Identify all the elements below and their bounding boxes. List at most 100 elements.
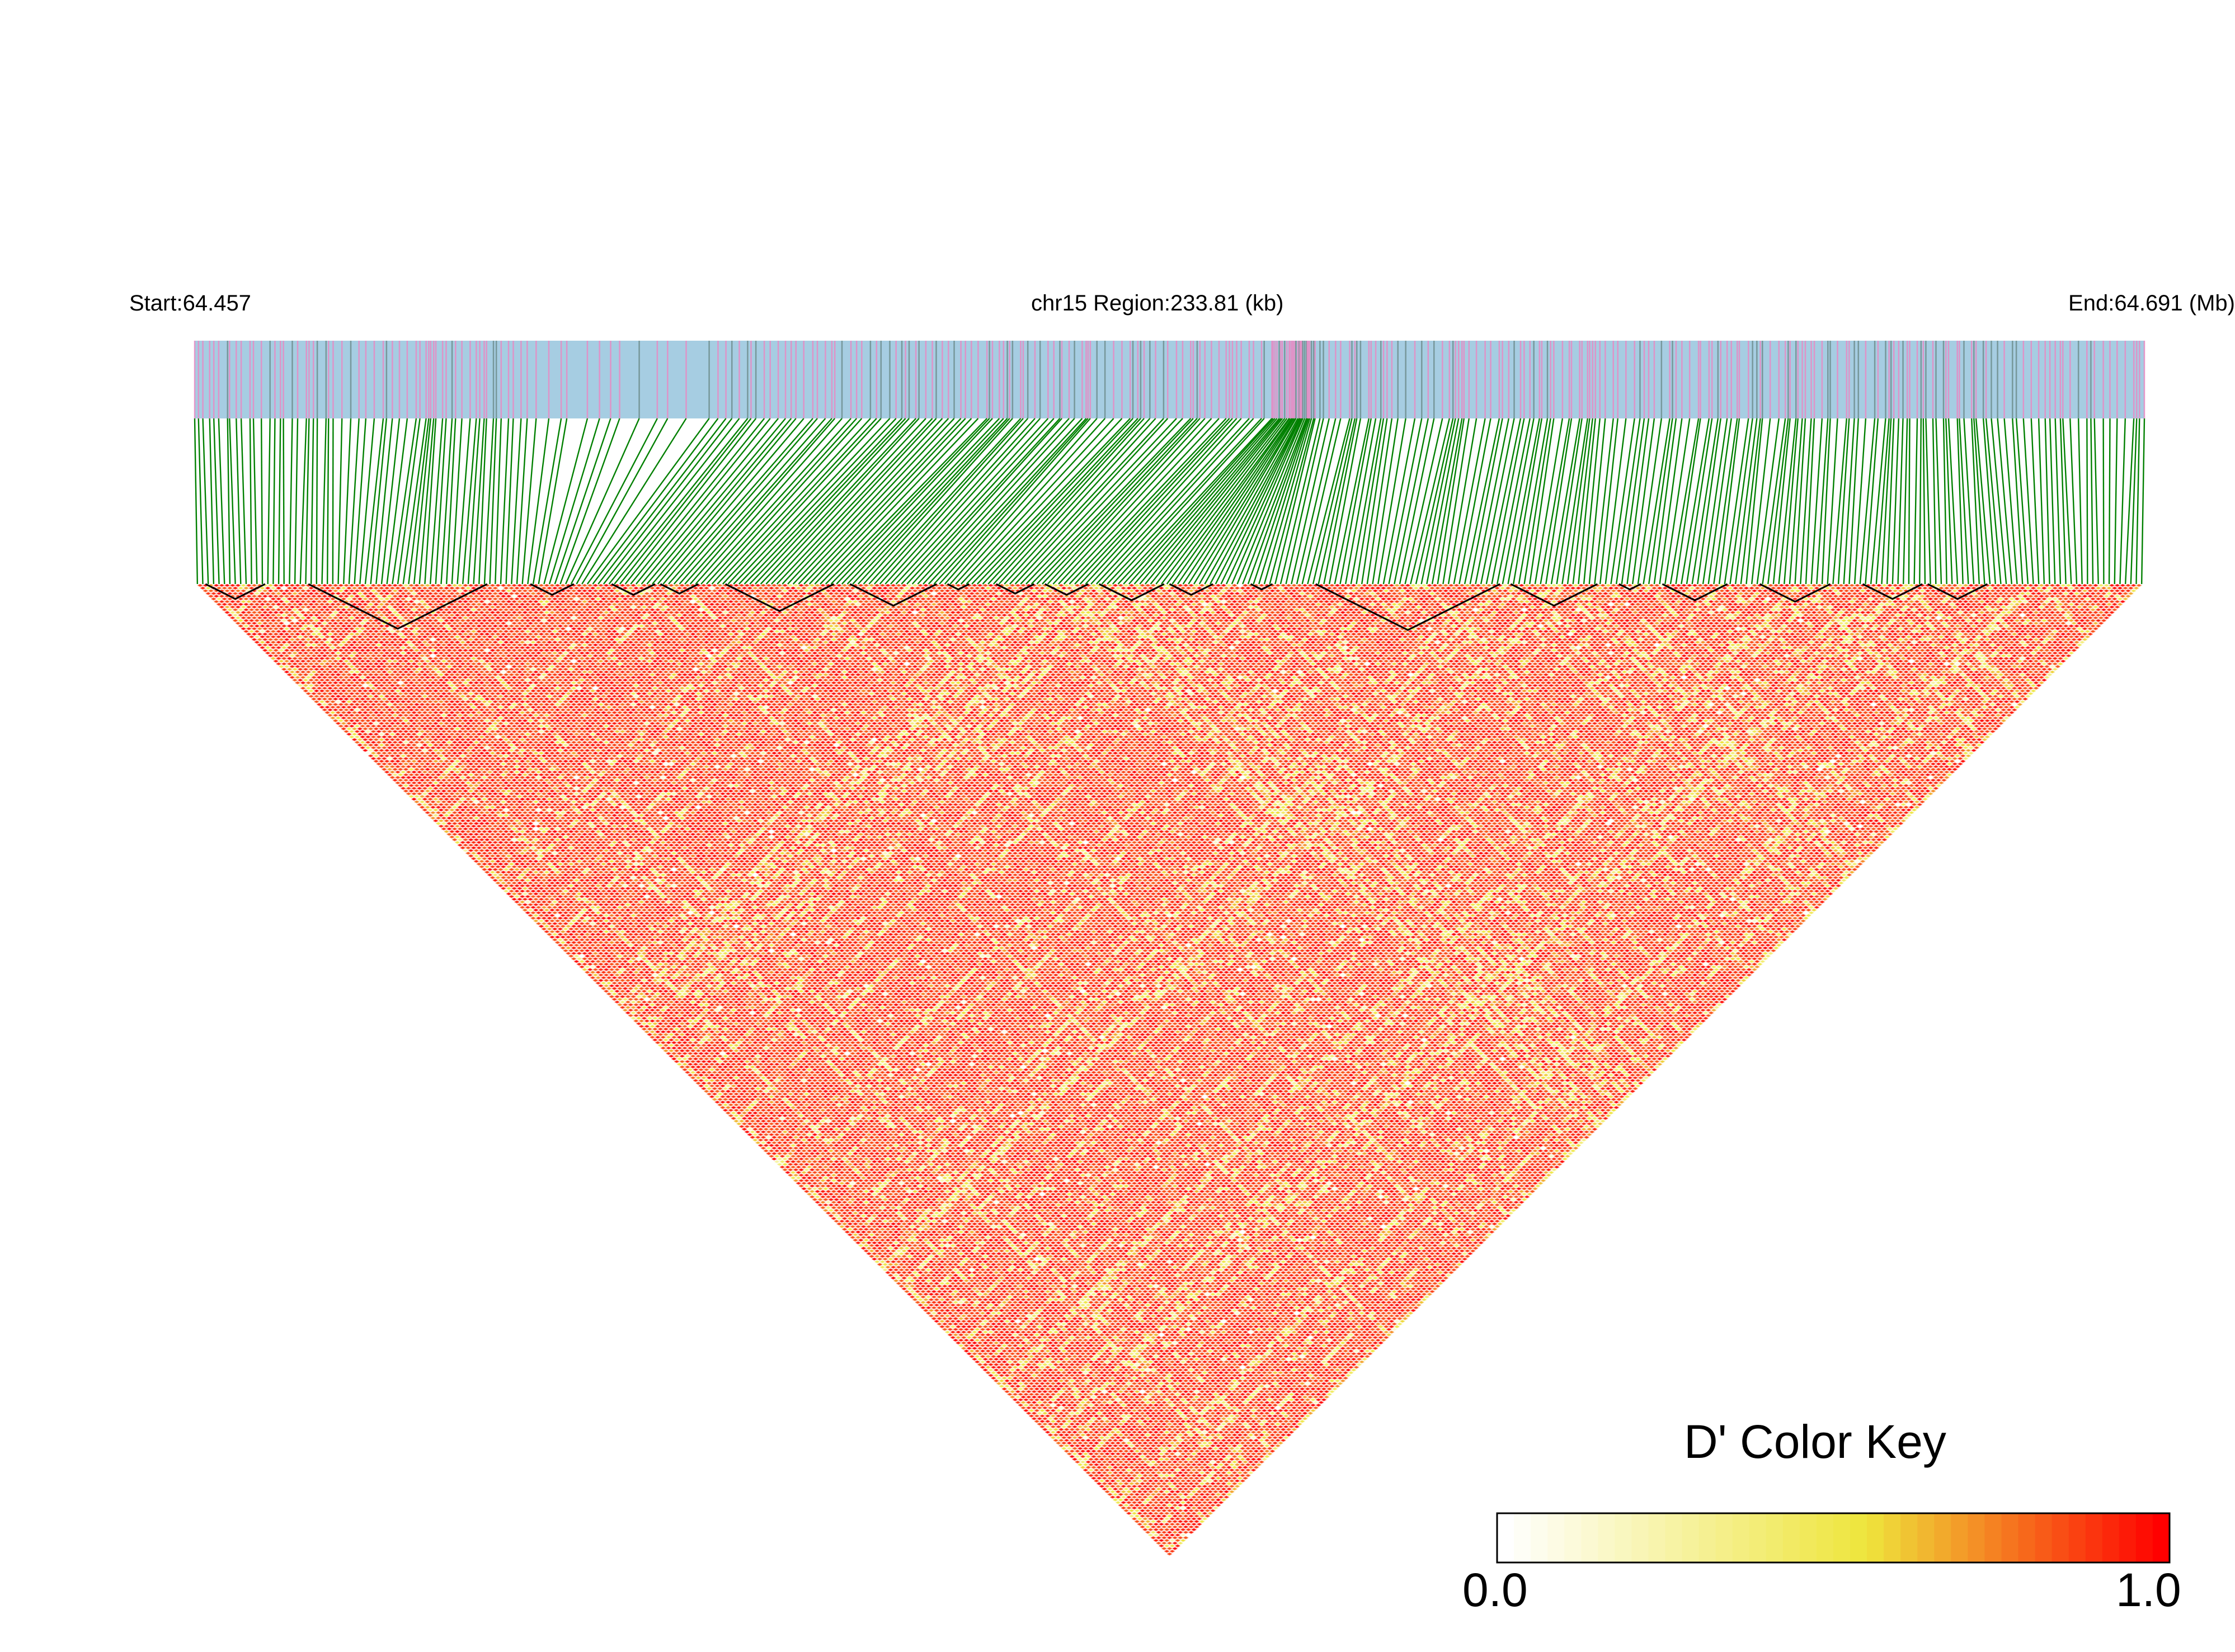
- snp-connector: [1014, 418, 1169, 585]
- snp-connector: [1366, 418, 1393, 585]
- snp-connector: [1827, 418, 1838, 585]
- ld-heatmap-cells: [195, 584, 2144, 1558]
- snp-connector: [586, 418, 710, 585]
- snp-connector: [1204, 418, 1298, 585]
- snp-connector: [917, 418, 1070, 585]
- snp-connector: [1198, 418, 1297, 585]
- snp-connector: [1042, 418, 1198, 585]
- snp-connector: [2038, 418, 2045, 585]
- snp-connector: [1344, 418, 1377, 585]
- snp-connector: [1464, 418, 1500, 585]
- snp-connector: [976, 418, 1133, 585]
- snp-connector: [1745, 418, 1763, 585]
- snp-connector: [1079, 418, 1233, 585]
- snp-connector: [1588, 418, 1606, 585]
- snp-connector: [1832, 418, 1847, 585]
- snp-connector: [597, 418, 727, 585]
- snp-connector: [1975, 418, 1991, 585]
- snp-connector: [375, 418, 393, 585]
- snp-connector: [1545, 418, 1573, 585]
- snp-connector: [1318, 418, 1356, 585]
- snp-connector: [1458, 418, 1491, 585]
- color-key-max-label: 1.0: [2116, 1564, 2181, 1616]
- snp-connector: [841, 418, 1000, 585]
- snp-connector: [1778, 418, 1797, 585]
- snp-connector: [2049, 418, 2056, 585]
- snp-connector: [2093, 418, 2099, 585]
- snp-connector: [348, 418, 360, 585]
- snp-connector: [808, 418, 966, 585]
- color-key-step: [1547, 1513, 1565, 1562]
- snp-connector: [982, 418, 1138, 585]
- snp-connector: [771, 418, 926, 585]
- snp-connector: [1963, 418, 1975, 585]
- snp-connector: [1513, 418, 1543, 585]
- snp-connector: [852, 418, 1008, 585]
- snp-connector: [776, 418, 933, 585]
- snp-connector: [1226, 418, 1303, 585]
- snp-connector: [933, 418, 1087, 585]
- snp-connector: [397, 418, 421, 585]
- snp-connector: [1583, 418, 1601, 585]
- snp-connector: [1139, 418, 1280, 585]
- snp-connector: [684, 418, 832, 585]
- snp-connector: [267, 418, 271, 585]
- snp-connector: [998, 418, 1151, 585]
- snp-connector: [1502, 418, 1535, 585]
- snp-connector: [1875, 418, 1890, 585]
- color-key-step: [1934, 1513, 1952, 1562]
- snp-connector: [299, 418, 307, 585]
- snp-connector: [473, 418, 485, 585]
- snp-connector: [2003, 418, 2018, 585]
- snp-connector: [576, 418, 669, 585]
- snp-connector: [1935, 418, 1942, 585]
- snp-connector: [538, 418, 568, 585]
- snp-connector: [489, 418, 497, 585]
- snp-connector: [1193, 418, 1296, 585]
- color-key-step: [1615, 1513, 1632, 1562]
- snp-connector: [467, 418, 481, 585]
- snp-connector: [1356, 418, 1385, 585]
- snp-connector: [830, 418, 990, 585]
- snp-connector: [521, 418, 537, 585]
- snp-connector: [733, 418, 891, 585]
- snp-connector: [1973, 418, 1985, 585]
- snp-connector: [636, 418, 771, 585]
- snp-connector: [1469, 418, 1503, 585]
- color-key-step: [1631, 1513, 1649, 1562]
- snp-connector: [570, 418, 658, 585]
- snp-connector: [1009, 418, 1164, 585]
- snp-connector: [343, 418, 352, 585]
- region-end-label: End:64.691 (Mb): [2068, 291, 2235, 316]
- snp-connector: [457, 418, 471, 585]
- snp-connector: [1675, 418, 1701, 585]
- snp-connector: [2044, 418, 2050, 585]
- color-key-step: [1514, 1513, 1532, 1562]
- snp-connector: [939, 418, 1089, 585]
- snp-connector: [559, 418, 620, 585]
- snp-connector: [662, 418, 804, 585]
- snp-connector: [1415, 418, 1454, 585]
- snp-connector: [451, 418, 463, 585]
- ld-block: [205, 583, 266, 600]
- snp-connector: [1605, 418, 1627, 585]
- snp-connector: [1480, 418, 1515, 585]
- snp-connector: [1810, 418, 1823, 585]
- snp-connector: [1767, 418, 1789, 585]
- snp-connector: [386, 418, 408, 585]
- snp-connector: [194, 418, 199, 585]
- snp-connector: [727, 418, 882, 585]
- snp-connector: [2090, 418, 2094, 585]
- snp-connector: [1475, 418, 1510, 585]
- snp-connector: [1529, 418, 1555, 585]
- snp-connector: [218, 418, 225, 585]
- snp-connector: [1074, 418, 1230, 585]
- snp-connector: [495, 418, 502, 585]
- snp-connector: [1691, 418, 1719, 585]
- snp-connector: [1713, 418, 1738, 585]
- snp-connector: [1210, 418, 1300, 585]
- snp-connector: [1052, 418, 1206, 585]
- snp-connector: [2077, 418, 2083, 585]
- snp-connector: [765, 418, 920, 585]
